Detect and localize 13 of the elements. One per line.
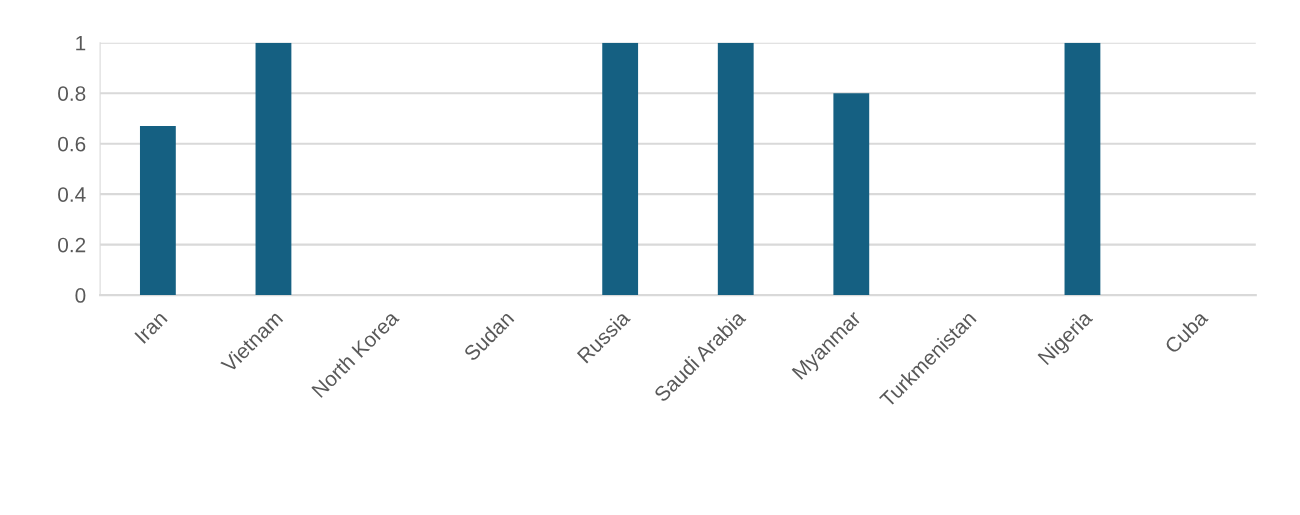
y-tick-label: 0 <box>75 288 86 303</box>
y-tick-label: 1 <box>76 35 86 51</box>
bar <box>255 42 292 296</box>
y-tick-label: 0.6 <box>58 136 86 152</box>
bar <box>717 42 754 296</box>
x-tick-label: Iran <box>134 310 168 344</box>
y-tick-label: 0.2 <box>58 237 86 253</box>
bar <box>833 93 870 296</box>
y-tick-label: 0.8 <box>58 86 86 101</box>
bar <box>1064 42 1101 296</box>
y-tick-label: 0.4 <box>58 187 86 202</box>
bar <box>602 42 639 296</box>
bar <box>139 126 176 296</box>
